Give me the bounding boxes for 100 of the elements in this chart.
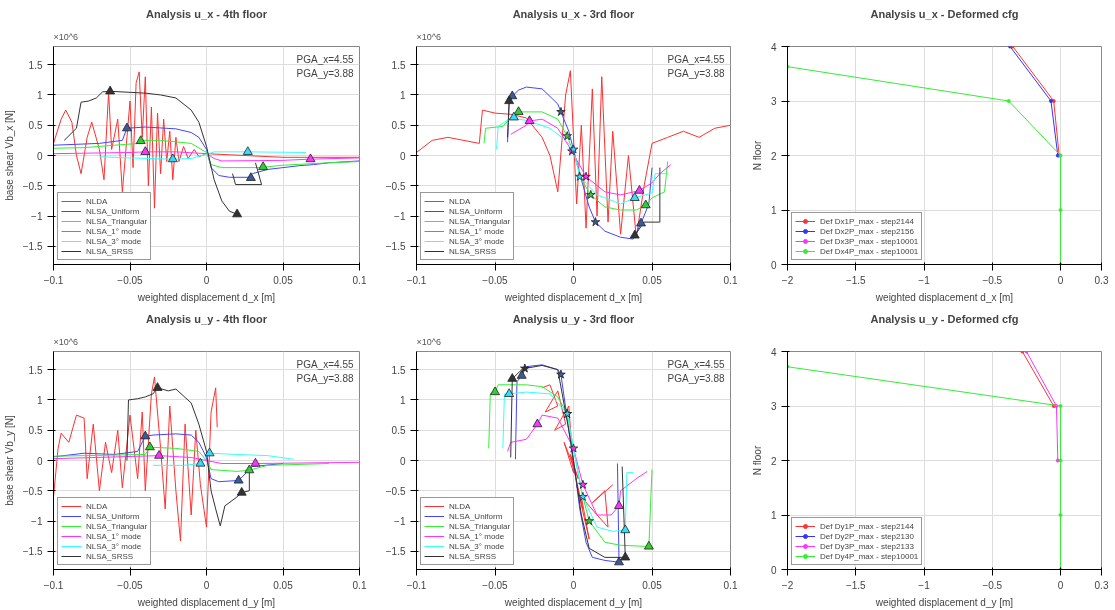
legend-label: NLSA_Triangular [86, 216, 148, 226]
legend-label: NLSA_Uniform [449, 511, 503, 521]
x-tick-label: 0.1 [352, 274, 367, 286]
annotation: PGA_x=4.55 [296, 53, 354, 65]
y-tick-label: 2 [770, 455, 777, 467]
legend-label: NLSA_3° mode [449, 236, 505, 246]
text: ×10^6 [53, 31, 78, 42]
chart-title: Analysis u_x - 3rd floor [512, 7, 636, 20]
x-tick-label: −0.05 [117, 274, 144, 286]
y-tick-label: −1.5 [385, 241, 406, 253]
annotation: PGA_y=3.88 [667, 67, 725, 79]
legend-label: NLSA_Triangular [449, 521, 511, 531]
y-tick-label: 0.5 [391, 425, 406, 437]
x-axis-title: weighted displacement d_x [m] [874, 291, 1014, 303]
legend-label: Def Dx4P_max - step10001 [820, 246, 919, 256]
legend-label: NLSA_1° mode [86, 226, 142, 236]
x-tick-label: 0 [1057, 579, 1064, 591]
y-tick-label: 3 [770, 401, 777, 412]
annotation: PGA_x=4.55 [296, 358, 354, 370]
x-axis-title: weighted displacement d_y [m] [874, 596, 1014, 608]
chart-title: Analysis u_y - Deformed cfg [870, 312, 1019, 325]
chart-title: Analysis u_x - Deformed cfg [870, 7, 1019, 20]
legend-label: Def Dx1P_max - step2144 [820, 216, 914, 226]
chart-title: Analysis u_y - 4th floor [145, 312, 268, 325]
y-tick-label: 4 [770, 41, 777, 53]
x-tick-label: 0.05 [273, 579, 294, 591]
x-tick-label: −1.5 [845, 579, 867, 591]
x-axis-title: weighted displacement d_y [m] [136, 596, 276, 608]
x-tick-label: 0 [570, 579, 577, 591]
x-tick-label: −0.1 [406, 579, 427, 591]
x-tick-label: −1.5 [845, 274, 867, 286]
legend-label: Def Dy4P_max - step10001 [820, 551, 919, 561]
x-tick-label: −0.5 [982, 274, 1003, 286]
legend-label: NLDA [449, 501, 471, 511]
y-tick-label: 1 [770, 205, 777, 216]
legend-label: NLSA_SRSS [86, 551, 134, 561]
annotation: PGA_y=3.88 [667, 372, 725, 384]
x-tick-label: −1 [918, 274, 931, 286]
y-tick-label: 1 [399, 394, 406, 406]
y-tick-label: 0 [770, 259, 777, 271]
y-tick-label: 1 [770, 510, 777, 521]
y-axis-title: base shear Vb_x [N] [3, 109, 15, 201]
y-tick-label: 1 [399, 89, 406, 101]
legend-label: Def Dx2P_max - step2156 [820, 226, 914, 236]
x-tick-label: 0.05 [273, 274, 294, 286]
x-tick-label: 0.05 [642, 274, 663, 286]
x-tick-label: −2 [781, 274, 794, 286]
legend-label: NLSA_Uniform [449, 206, 503, 216]
y-tick-label: 0.5 [28, 120, 43, 132]
x-tick-label: −2 [781, 579, 794, 591]
legend-label: NLSA_SRSS [86, 246, 134, 256]
x-tick-label: 0.3 [1094, 579, 1109, 591]
legend-label: NLSA_Triangular [449, 216, 511, 226]
x-tick-label: 0.1 [723, 274, 738, 286]
y-tick-label: −0.5 [22, 180, 43, 192]
x-axis-title: weighted displacement d_x [m] [503, 291, 643, 303]
y-tick-label: −1.5 [22, 546, 43, 558]
legend-label: NLDA [449, 196, 471, 206]
y-tick-label: 4 [770, 346, 777, 358]
y-tick-label: 0 [36, 455, 43, 467]
legend-label: Def Dy1P_max - step2144 [820, 521, 914, 531]
annotation: PGA_x=4.55 [667, 53, 725, 65]
y-tick-label: 1.5 [391, 364, 406, 376]
text: ×10^6 [53, 336, 78, 347]
legend-label: NLSA_SRSS [449, 551, 497, 561]
x-axis-title: weighted displacement d_y [m] [503, 596, 643, 608]
y-tick-label: −0.5 [385, 180, 406, 192]
y-axis-title: base shear Vb_y [N] [3, 414, 15, 506]
legend-label: NLSA_Uniform [86, 511, 140, 521]
legend-label: NLSA_SRSS [449, 246, 497, 256]
y-axis-title: N floor [751, 445, 763, 476]
legend-label: NLSA_Uniform [86, 206, 140, 216]
x-tick-label: −0.05 [117, 579, 144, 591]
chart-title: Analysis u_y - 3rd floor [512, 312, 636, 325]
annotation: PGA_x=4.55 [667, 358, 725, 370]
legend-label: NLSA_3° mode [86, 236, 142, 246]
y-tick-label: −1 [394, 211, 406, 223]
legend-label: Def Dy2P_max - step2130 [820, 531, 914, 541]
x-tick-label: −0.5 [982, 579, 1003, 591]
x-tick-label: −0.05 [482, 579, 509, 591]
y-tick-label: −0.5 [22, 485, 43, 497]
y-tick-label: −1.5 [385, 546, 406, 558]
y-tick-label: 3 [770, 96, 777, 107]
x-tick-label: 0 [570, 274, 577, 286]
legend-label: NLSA_3° mode [86, 541, 142, 551]
y-tick-label: −1 [394, 516, 406, 528]
x-tick-label: −1 [918, 579, 931, 591]
y-tick-label: 0 [36, 150, 43, 162]
y-tick-label: −1 [31, 516, 43, 528]
x-tick-label: −0.05 [482, 274, 509, 286]
legend-label: NLDA [86, 196, 108, 206]
y-tick-label: 1.5 [28, 364, 43, 376]
legend-label: NLSA_3° mode [449, 541, 505, 551]
chart-title: Analysis u_x - 4th floor [145, 7, 268, 20]
y-tick-label: 0 [770, 564, 777, 576]
x-axis-title: weighted displacement d_x [m] [136, 291, 276, 303]
x-tick-label: 0 [203, 274, 210, 286]
x-tick-label: −0.1 [43, 579, 64, 591]
x-tick-label: 0 [1057, 274, 1064, 286]
y-tick-label: 0.5 [28, 425, 43, 437]
